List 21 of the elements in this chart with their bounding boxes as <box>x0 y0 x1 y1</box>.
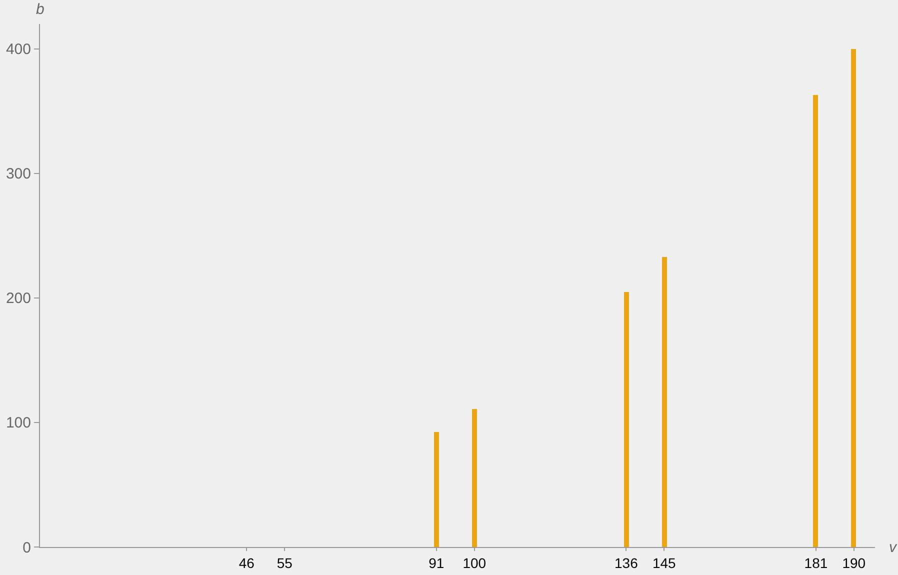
x-tick-label: 100 <box>462 554 486 571</box>
y-tick-label: 300 <box>6 166 31 183</box>
x-tick-label: 55 <box>276 554 293 571</box>
x-tick-label: 190 <box>842 554 866 571</box>
y-axis-title: b <box>36 1 44 18</box>
y-tick-label: 200 <box>6 290 31 308</box>
y-tick-label: 400 <box>6 41 31 58</box>
x-tick-label: 145 <box>652 554 676 571</box>
y-tick-label: 0 <box>22 539 31 556</box>
x-tick-label: 91 <box>428 554 444 571</box>
x-tick-label: 181 <box>804 554 828 571</box>
bar <box>472 409 477 547</box>
x-tick-label: 46 <box>238 554 255 571</box>
x-tick-label: 136 <box>614 554 638 571</box>
bar <box>813 95 818 547</box>
x-axis-title: v <box>889 539 898 556</box>
bar <box>662 257 667 547</box>
bar <box>434 432 439 547</box>
bar <box>851 49 856 547</box>
y-tick-label: 100 <box>6 414 31 432</box>
bar <box>624 292 629 547</box>
